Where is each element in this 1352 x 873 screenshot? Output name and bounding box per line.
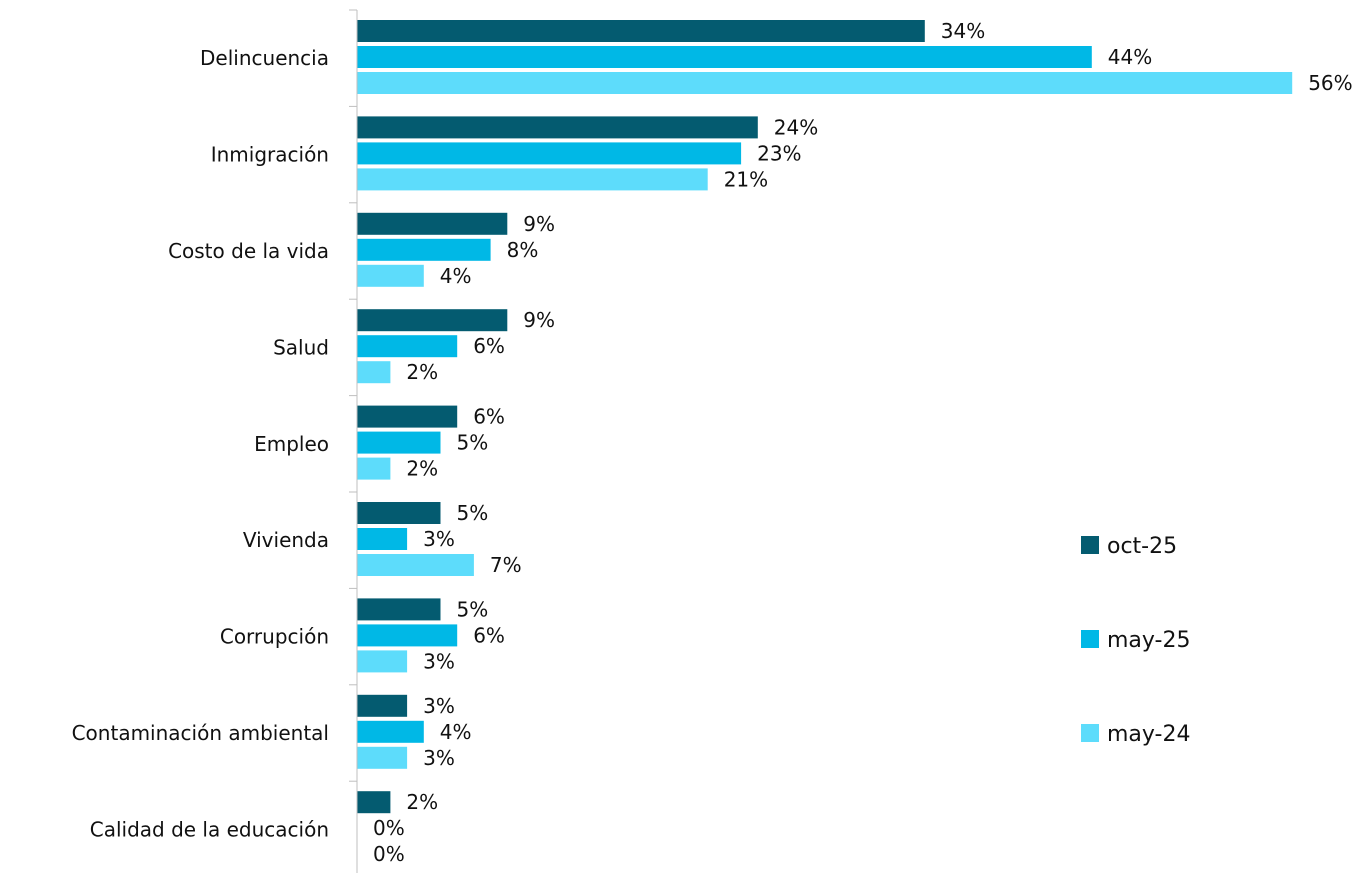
category-label: Costo de la vida xyxy=(168,239,329,263)
bar xyxy=(357,528,408,550)
bar xyxy=(357,405,458,428)
bar xyxy=(357,624,458,647)
category-label: Vivienda xyxy=(243,528,329,552)
bar xyxy=(357,694,408,717)
bar xyxy=(357,502,441,524)
bar xyxy=(357,72,1293,94)
bar xyxy=(357,746,408,769)
data-label: 5% xyxy=(457,597,489,621)
data-label: 44% xyxy=(1108,45,1152,69)
data-label: 6% xyxy=(473,334,505,358)
data-label: 8% xyxy=(507,238,539,262)
legend-label: may-25 xyxy=(1107,628,1190,653)
data-label: 2% xyxy=(406,457,438,481)
bar xyxy=(357,650,408,673)
category-axis xyxy=(349,9,358,873)
bar xyxy=(357,791,391,814)
legend-label: oct-25 xyxy=(1107,534,1177,559)
bar xyxy=(357,20,925,42)
category-label: Salud xyxy=(273,335,329,359)
data-label: 3% xyxy=(423,694,455,718)
category-labels-group: Delincuencia Inmigración Costo de la vida S… xyxy=(72,46,329,841)
bar xyxy=(357,46,1092,68)
data-label: 4% xyxy=(440,264,472,288)
data-label: 7% xyxy=(490,553,522,577)
data-label: 21% xyxy=(724,167,768,191)
data-label: 3% xyxy=(423,746,455,770)
bar xyxy=(357,309,508,332)
data-label: 9% xyxy=(523,308,555,332)
data-label: 6% xyxy=(473,623,505,647)
bars-group xyxy=(357,20,1293,814)
bar xyxy=(357,598,441,621)
data-label: 56% xyxy=(1308,71,1352,95)
legend-swatch xyxy=(1081,630,1099,648)
data-label: 3% xyxy=(423,649,455,673)
bar xyxy=(357,335,458,358)
bar xyxy=(357,720,424,743)
value-labels-group: 34%44%56%24%23%21%9%8%4%9%6%2%6%5%2%5%3%… xyxy=(373,19,1352,866)
category-label: Corrupción xyxy=(220,625,329,649)
legend: oct-25 may-25 may-24 xyxy=(1081,534,1190,747)
data-label: 23% xyxy=(757,141,801,165)
bar xyxy=(357,457,391,480)
bar xyxy=(357,142,742,165)
category-label: Empleo xyxy=(254,432,329,456)
data-label: 34% xyxy=(941,19,985,43)
data-label: 6% xyxy=(473,405,505,429)
category-label: Calidad de la educación xyxy=(90,817,329,841)
data-label: 5% xyxy=(457,501,489,525)
data-label: 5% xyxy=(457,431,489,455)
bar xyxy=(357,431,441,454)
legend-swatch xyxy=(1081,724,1099,742)
data-label: 0% xyxy=(373,816,405,840)
data-label: 2% xyxy=(406,360,438,384)
bar xyxy=(357,116,758,139)
category-label: Inmigración xyxy=(211,143,329,167)
bar xyxy=(357,238,491,261)
legend-label: may-24 xyxy=(1107,722,1190,747)
legend-swatch xyxy=(1081,536,1099,554)
bar xyxy=(357,212,508,235)
data-label: 9% xyxy=(523,212,555,236)
category-label: Contaminación ambiental xyxy=(72,721,329,745)
data-label: 24% xyxy=(774,115,818,139)
bar xyxy=(357,264,424,287)
data-label: 3% xyxy=(423,527,455,551)
data-label: 2% xyxy=(406,790,438,814)
data-label: 4% xyxy=(440,720,472,744)
category-label: Delincuencia xyxy=(200,46,329,70)
bar xyxy=(357,554,474,576)
bar xyxy=(357,361,391,384)
bar xyxy=(357,168,708,191)
data-label: 0% xyxy=(373,842,405,866)
